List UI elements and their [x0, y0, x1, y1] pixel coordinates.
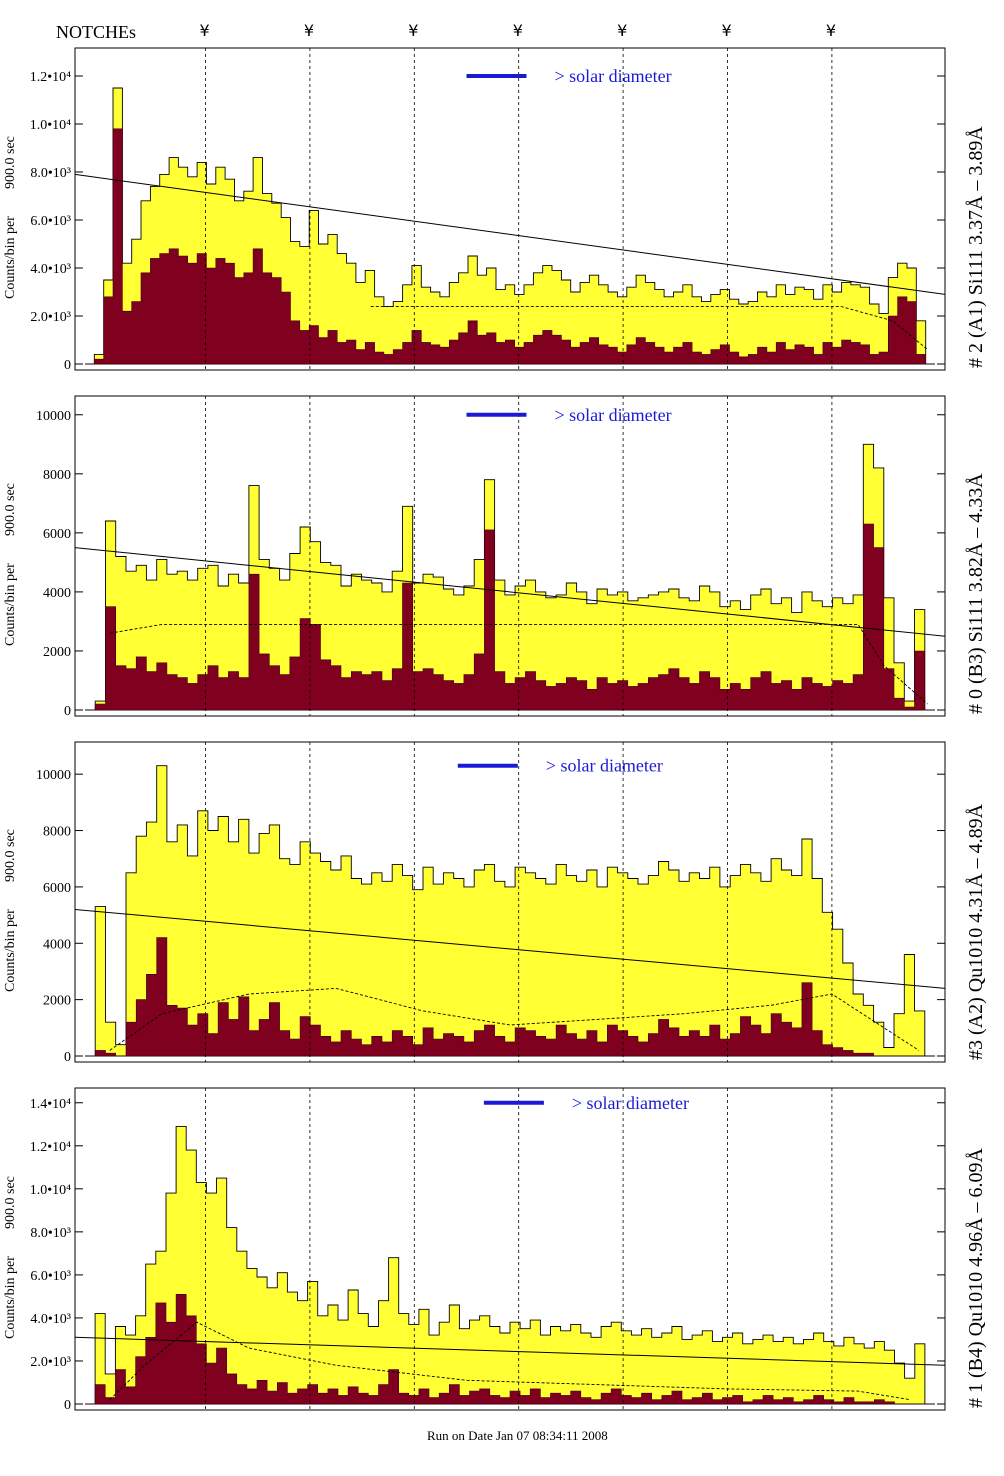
- total-counts-histogram: [85, 1125, 935, 1405]
- notch-mark-5: ¥: [617, 21, 627, 40]
- fit-line: [74, 547, 946, 637]
- y-axis-title-counts: Counts/bin per: [3, 563, 18, 646]
- total-counts-histogram: [85, 765, 935, 1057]
- subset-counts-histogram: [85, 1294, 935, 1405]
- y-tick-label: 4.0•10³: [30, 262, 71, 277]
- y-axis-title-counts: Counts/bin per: [3, 1256, 18, 1339]
- plot-frame: [74, 395, 946, 717]
- y-axis-title-seconds: 900.0 sec: [3, 483, 18, 536]
- plot-frame: [74, 741, 946, 1063]
- legend-label: > solar diameter: [555, 66, 672, 86]
- notch-marks: ¥ ¥ ¥ ¥ ¥ ¥ ¥: [200, 21, 837, 40]
- total-counts-histogram: [85, 87, 935, 365]
- panel-2: 0 2000 4000 6000 8000 10000 Counts/bin per 900.…: [3, 395, 987, 719]
- y-tick-label: 10000: [36, 409, 71, 424]
- smoothed-dashed-curve: [109, 987, 920, 1051]
- y-tick-label: 8.0•10³: [30, 1226, 71, 1241]
- panel-title: # 1 (B4) Qu1010 4.96Å – 6.09Å: [965, 1147, 987, 1408]
- y-axis-title-seconds: 900.0 sec: [3, 136, 18, 189]
- y-tick-label: 2000: [43, 994, 71, 1009]
- y-tick-label: 6.0•10³: [30, 214, 71, 229]
- subset-counts-histogram: [85, 523, 935, 711]
- fit-line: [74, 908, 946, 989]
- legend-label: > solar diameter: [572, 1093, 689, 1113]
- y-tick-label: 4.0•10³: [30, 1312, 71, 1327]
- notch-mark-6: ¥: [722, 21, 732, 40]
- notch-mark-1: ¥: [200, 21, 210, 40]
- y-tick-label: 1.2•10⁴: [30, 70, 71, 85]
- y-tick-label: 0: [64, 1398, 71, 1413]
- y-tick-label: 1.0•10⁴: [30, 118, 71, 133]
- y-tick-label: 0: [64, 704, 71, 719]
- subset-counts-histogram: [85, 937, 935, 1057]
- y-tick-label: 6000: [43, 881, 71, 896]
- y-tick-label: 8000: [43, 468, 71, 483]
- y-axis-title-seconds: 900.0 sec: [3, 829, 18, 882]
- panel-4: 0 2.0•10³ 4.0•10³ 6.0•10³ 8.0•10³ 1.0•10⁴ 1.2•…: [3, 1087, 987, 1413]
- notch-mark-3: ¥: [408, 21, 418, 40]
- y-axis-title-counts: Counts/bin per: [3, 216, 18, 299]
- notch-mark-4: ¥: [513, 21, 523, 40]
- y-tick-label: 10000: [36, 768, 71, 783]
- y-axis-title-counts: Counts/bin per: [3, 909, 18, 992]
- panel-title: # 0 (B3) Si111 3.82Å – 4.33Å: [965, 473, 987, 714]
- y-tick-label: 2000: [43, 645, 71, 660]
- y-tick-label: 6000: [43, 527, 71, 542]
- y-tick-label: 8000: [43, 825, 71, 840]
- notch-mark-7: ¥: [826, 21, 836, 40]
- y-tick-label: 0: [64, 358, 71, 373]
- smoothed-dashed-curve: [109, 1321, 911, 1401]
- y-axis-title-seconds: 900.0 sec: [3, 1176, 18, 1229]
- total-counts-histogram: [85, 443, 935, 711]
- panel-title: #3 (A2) Qu1010 4.31Å – 4.89Å: [965, 803, 987, 1060]
- panel-1: 0 2.0•10³ 4.0•10³ 6.0•10³ 8.0•10³ 1.0•10⁴ 1.2•…: [3, 47, 987, 373]
- legend-label: > solar diameter: [546, 756, 663, 776]
- y-tick-label: 2.0•10³: [30, 1355, 71, 1370]
- panel-title: # 2 (A1) Si111 3.37Å – 3.89Å: [965, 126, 987, 368]
- y-tick-label: 4000: [43, 937, 71, 952]
- y-tick-label: 6.0•10³: [30, 1269, 71, 1284]
- y-tick-label: 0: [64, 1050, 71, 1065]
- panels: 0 2.0•10³ 4.0•10³ 6.0•10³ 8.0•10³ 1.0•10⁴ 1.2•…: [3, 47, 987, 1413]
- fit-line: [74, 173, 946, 295]
- y-tick-label: 8.0•10³: [30, 166, 71, 181]
- legend-label: > solar diameter: [555, 405, 672, 425]
- y-tick-label: 2.0•10³: [30, 310, 71, 325]
- notch-mark-2: ¥: [304, 21, 314, 40]
- notches-label: NOTCHEs: [56, 22, 136, 42]
- y-tick-label: 4000: [43, 586, 71, 601]
- smoothed-dashed-curve: [370, 305, 928, 350]
- y-tick-label: 1.0•10⁴: [30, 1183, 71, 1198]
- y-tick-label: 1.4•10⁴: [30, 1097, 71, 1112]
- subset-counts-histogram: [85, 128, 935, 365]
- plot-frame: [74, 47, 946, 371]
- smoothed-dashed-curve: [109, 623, 928, 705]
- run-date-footer: Run on Date Jan 07 08:34:11 2008: [427, 1428, 608, 1443]
- plot-frame: [74, 1087, 946, 1411]
- panel-3: 0 2000 4000 6000 8000 10000 Counts/bin per 900.…: [3, 741, 987, 1065]
- y-tick-label: 1.2•10⁴: [30, 1140, 71, 1155]
- fit-line: [74, 1336, 946, 1366]
